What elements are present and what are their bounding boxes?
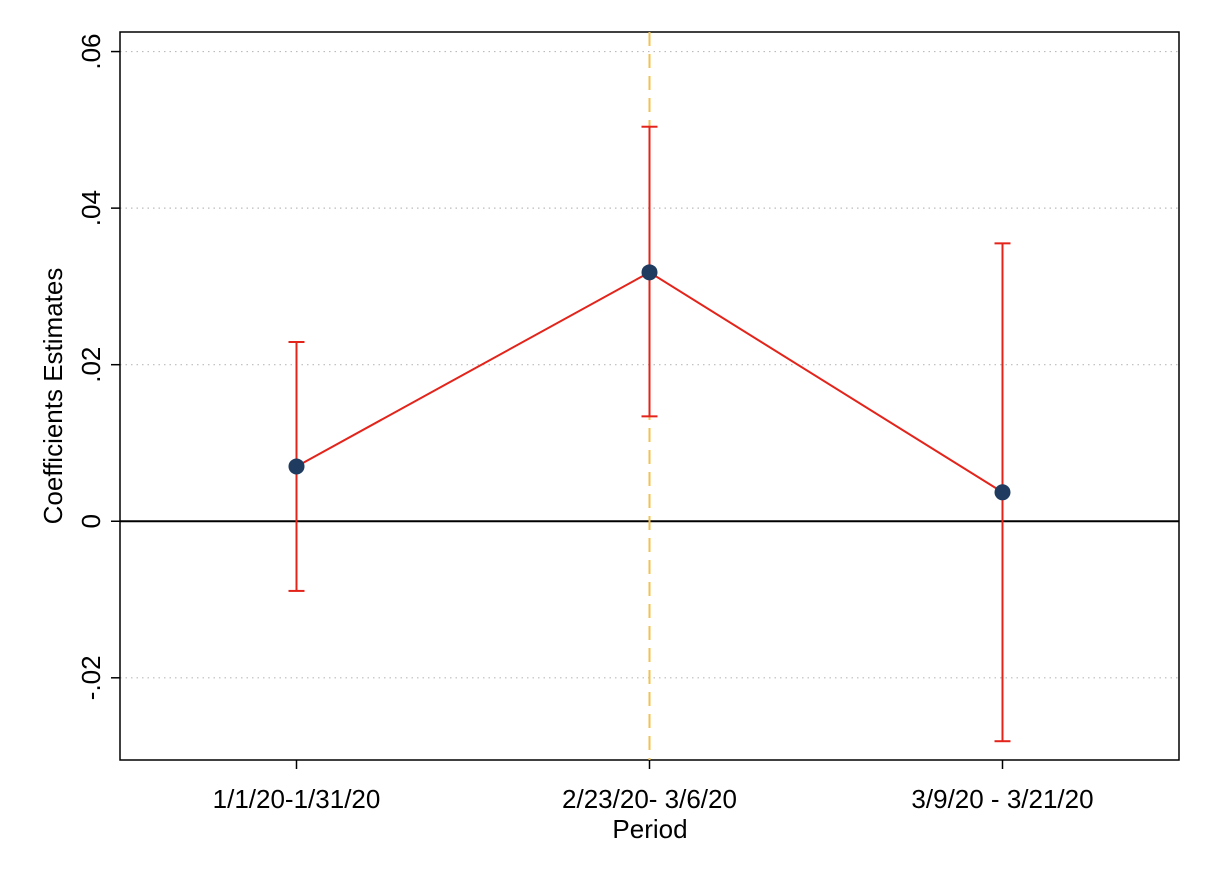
y-tick-label: .06 bbox=[76, 33, 106, 69]
x-tick-label: 2/23/20- 3/6/20 bbox=[562, 784, 737, 814]
estimate-point bbox=[288, 458, 305, 475]
y-tick-label: .04 bbox=[76, 190, 106, 226]
x-tick-label: 1/1/20-1/31/20 bbox=[213, 784, 381, 814]
estimate-point bbox=[994, 484, 1011, 501]
x-tick-label: 3/9/20 - 3/21/20 bbox=[911, 784, 1093, 814]
y-axis-label: Coefficients Estimates bbox=[38, 268, 68, 525]
y-tick-label: 0 bbox=[76, 514, 106, 528]
x-axis-label: Period bbox=[612, 814, 687, 844]
estimate-point bbox=[641, 264, 658, 281]
y-tick-label: .02 bbox=[76, 347, 106, 383]
y-tick-label: -.02 bbox=[76, 655, 106, 700]
